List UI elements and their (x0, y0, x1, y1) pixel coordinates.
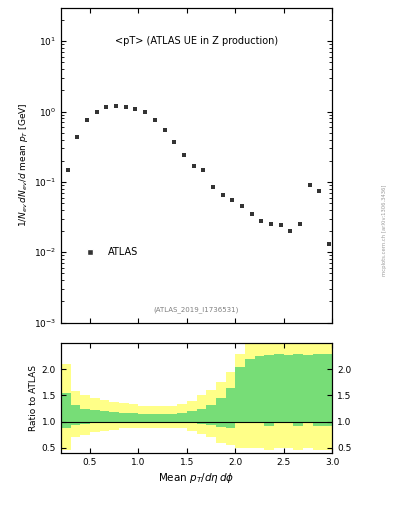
Bar (293, 343, 303, 451)
Bar (187, 401, 196, 431)
Bar (284, 343, 293, 448)
Bar (196, 409, 206, 424)
Legend: ATLAS: ATLAS (77, 243, 142, 261)
Bar (90, 410, 100, 423)
Bar (71, 391, 80, 437)
Bar (206, 390, 216, 437)
Bar (129, 404, 138, 428)
Bar (138, 414, 148, 423)
Bar (187, 411, 196, 423)
Bar (177, 413, 187, 423)
Bar (274, 343, 284, 448)
Bar (196, 395, 206, 434)
Bar (313, 353, 322, 426)
Bar (167, 414, 177, 423)
Bar (148, 406, 158, 428)
Bar (71, 405, 80, 425)
Bar (235, 353, 245, 448)
Bar (303, 343, 313, 448)
Y-axis label: $1/N_{ev}\,dN_{ev}/d$ mean $p_T$ [GeV]: $1/N_{ev}\,dN_{ev}/d$ mean $p_T$ [GeV] (17, 103, 29, 227)
Bar (100, 400, 109, 431)
Bar (284, 355, 293, 423)
Bar (245, 343, 255, 448)
Text: (ATLAS_2019_I1736531): (ATLAS_2019_I1736531) (154, 306, 239, 313)
Bar (80, 395, 90, 435)
Bar (313, 343, 322, 451)
Bar (61, 364, 71, 451)
Bar (303, 355, 313, 423)
Bar (293, 353, 303, 426)
Bar (264, 343, 274, 451)
Bar (129, 413, 138, 423)
Text: mcplots.cern.ch [arXiv:1306.3436]: mcplots.cern.ch [arXiv:1306.3436] (382, 185, 387, 276)
Bar (206, 405, 216, 425)
Bar (158, 406, 167, 428)
Bar (235, 367, 245, 423)
Bar (216, 382, 226, 443)
Bar (274, 353, 284, 423)
Bar (322, 353, 332, 426)
Bar (264, 355, 274, 426)
Y-axis label: Ratio to ATLAS: Ratio to ATLAS (29, 365, 37, 431)
Bar (90, 398, 100, 432)
Bar (119, 413, 129, 423)
Bar (167, 406, 177, 428)
Text: <pT> (ATLAS UE in Z production): <pT> (ATLAS UE in Z production) (115, 36, 278, 46)
X-axis label: Mean $p_T/d\eta\,d\phi$: Mean $p_T/d\eta\,d\phi$ (158, 471, 235, 485)
Bar (119, 403, 129, 429)
Bar (255, 356, 264, 423)
Bar (148, 414, 158, 423)
Bar (322, 343, 332, 451)
Bar (226, 388, 235, 428)
Bar (109, 402, 119, 430)
Bar (216, 398, 226, 427)
Bar (226, 372, 235, 445)
Bar (109, 412, 119, 423)
Bar (177, 404, 187, 429)
Bar (245, 359, 255, 423)
Bar (61, 393, 71, 428)
Bar (138, 406, 148, 428)
Bar (158, 414, 167, 423)
Bar (255, 343, 264, 448)
Bar (100, 411, 109, 423)
Bar (80, 409, 90, 424)
